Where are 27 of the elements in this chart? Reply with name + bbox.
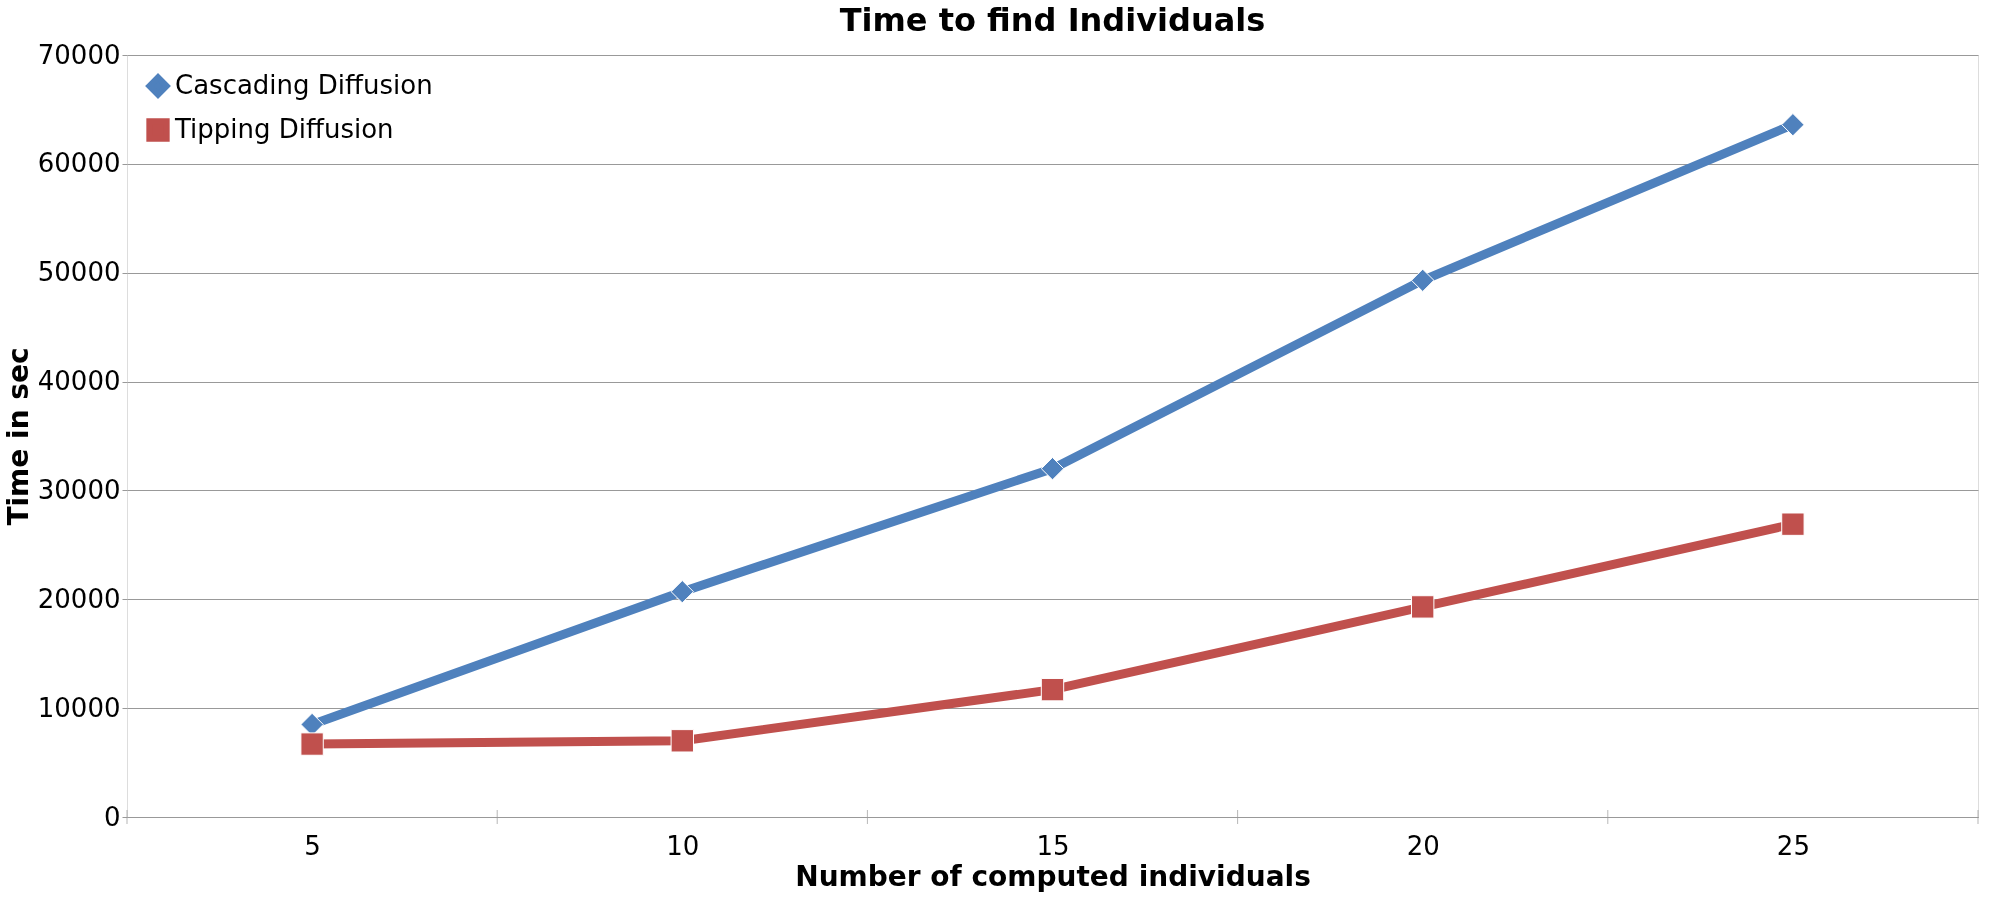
chart-title: Time to find Individuals bbox=[839, 1, 1266, 39]
y-tick-label: 10000 bbox=[37, 692, 121, 723]
x-tick-label: 5 bbox=[304, 830, 321, 861]
y-tick-label: 30000 bbox=[37, 474, 121, 505]
legend-label: Cascading Diffusion bbox=[175, 70, 433, 100]
x-tick-label: 25 bbox=[1776, 830, 1810, 861]
y-tick-label: 0 bbox=[103, 801, 121, 832]
point bbox=[1040, 456, 1065, 481]
x-tick-label: 15 bbox=[1036, 830, 1070, 861]
point bbox=[670, 579, 694, 604]
point bbox=[300, 732, 324, 756]
y-tick-label: 50000 bbox=[37, 257, 121, 288]
x-tick-label: 20 bbox=[1406, 830, 1440, 861]
y-tick-label: 60000 bbox=[37, 148, 121, 179]
x-tick-label: 10 bbox=[666, 830, 700, 861]
legend-label: Tipping Diffusion bbox=[174, 114, 394, 144]
y-axis-title: Time in sec bbox=[1, 347, 35, 526]
point bbox=[1411, 595, 1435, 619]
y-tick-label: 70000 bbox=[37, 39, 121, 70]
point bbox=[1411, 268, 1435, 293]
point bbox=[1781, 112, 1805, 137]
y-tick-label: 40000 bbox=[37, 366, 121, 397]
point bbox=[1040, 677, 1065, 702]
x-axis-title: Number of computed individuals bbox=[795, 859, 1311, 893]
point bbox=[1781, 512, 1805, 536]
y-tick-label: 20000 bbox=[37, 583, 121, 614]
point bbox=[670, 729, 694, 753]
